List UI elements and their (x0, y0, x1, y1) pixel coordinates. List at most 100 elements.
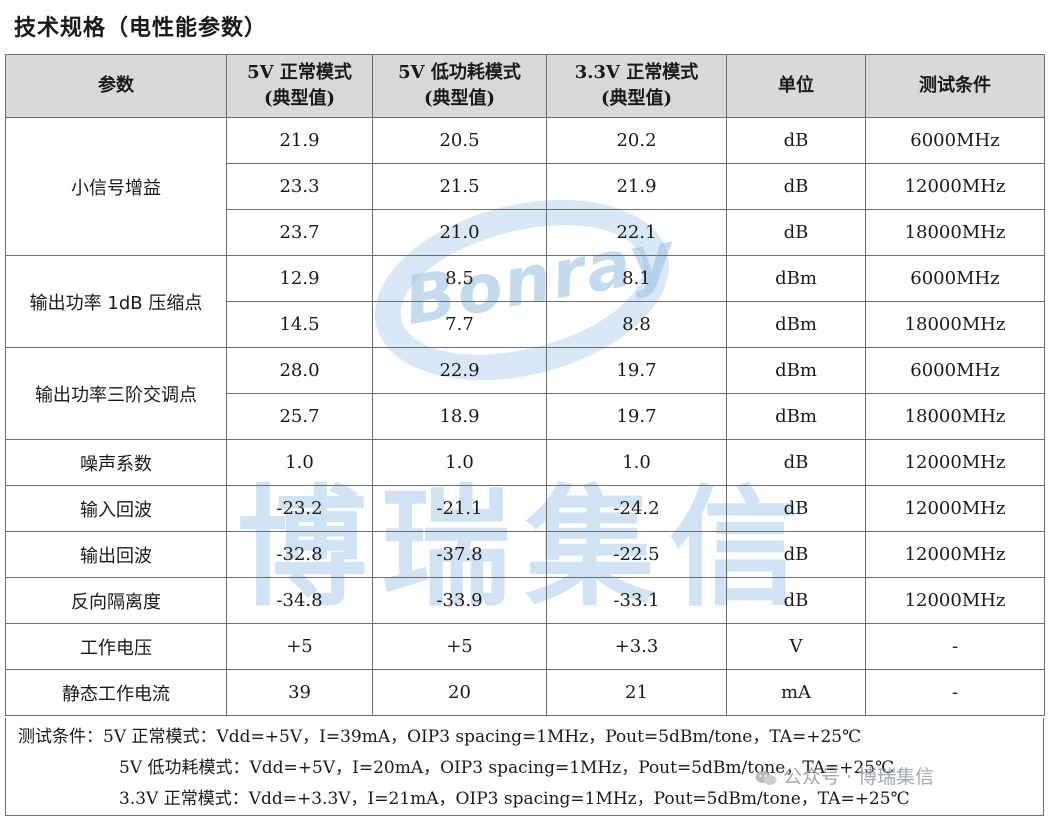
header-mode1-line2: (典型值) (263, 88, 336, 109)
header-condition: 测试条件 (865, 54, 1045, 118)
unit-cell: dBm (726, 255, 866, 302)
header-unit: 单位 (726, 54, 866, 118)
value-5v-lowpower: 21.5 (372, 163, 547, 210)
condition-cell: 6000MHz (865, 117, 1045, 164)
table-row: 工作电压 +5 +5 +3.3 V - (5, 623, 1045, 670)
note-line-3v3-normal: 3.3V 正常模式：Vdd=+3.3V，I=21mA，OIP3 spacing=… (119, 789, 910, 809)
param-name: 输出功率三阶交调点 (5, 347, 227, 440)
value-5v-normal: 28.0 (226, 347, 373, 394)
unit-cell: dB (726, 163, 866, 210)
value-5v-normal: 1.0 (226, 439, 373, 486)
condition-cell: 12000MHz (865, 531, 1045, 578)
condition-cell: 12000MHz (865, 485, 1045, 532)
table-row: 输出回波 -32.8 -37.8 -22.5 dB 12000MHz (5, 531, 1045, 578)
value-3v3-normal: 19.7 (546, 347, 727, 394)
table-row: 输出功率 1dB 压缩点 12.9 8.5 8.1 dBm 6000MHz (5, 255, 1045, 348)
value-3v3-normal: 21 (546, 669, 727, 716)
header-mode-5v-lowpower: 5V 低功耗模式 (典型值) (372, 54, 547, 118)
header-mode-5v-normal: 5V 正常模式 (典型值) (226, 54, 373, 118)
value-5v-lowpower: 1.0 (372, 439, 547, 486)
param-name: 工作电压 (5, 623, 227, 670)
value-5v-normal: 39 (226, 669, 373, 716)
condition-cell: - (865, 623, 1045, 670)
condition-cell: 18000MHz (865, 209, 1045, 256)
value-5v-normal: 23.3 (226, 163, 373, 210)
value-5v-lowpower: 8.5 (372, 255, 547, 302)
value-5v-lowpower: -37.8 (372, 531, 547, 578)
value-5v-lowpower: 18.9 (372, 393, 547, 440)
unit-cell: dB (726, 485, 866, 532)
value-5v-normal: 23.7 (226, 209, 373, 256)
param-name: 反向隔离度 (5, 577, 227, 624)
unit-cell: dB (726, 117, 866, 164)
param-name: 输入回波 (5, 485, 227, 532)
header-row: 参数 5V 正常模式 (典型值) 5V 低功耗模式 (典型值) 3.3V 正常模… (5, 54, 1045, 118)
wechat-icon (755, 770, 777, 785)
header-mode2-line1: 5V 低功耗模式 (398, 62, 521, 83)
condition-cell: 6000MHz (865, 347, 1045, 394)
table-row: 14.5 7.7 8.8 dBm 18000MHz (6, 301, 1045, 348)
condition-cell: 6000MHz (865, 255, 1045, 302)
table-row: 静态工作电流 39 20 21 mA - (5, 669, 1045, 716)
value-5v-normal: 14.5 (226, 301, 373, 348)
table-row: 23.7 21.0 22.1 dB 18000MHz (6, 209, 1045, 256)
value-3v3-normal: -33.1 (546, 577, 727, 624)
param-name: 静态工作电流 (5, 669, 227, 716)
table-row: 25.7 18.9 19.7 dBm 18000MHz (6, 393, 1045, 440)
value-3v3-normal: 21.9 (546, 163, 727, 210)
wechat-overlay-text: 公众号 · 博瑞集信 (783, 766, 935, 788)
value-5v-lowpower: +5 (372, 623, 547, 670)
unit-cell: dB (726, 439, 866, 486)
condition-cell: - (865, 669, 1045, 716)
condition-cell: 18000MHz (865, 393, 1045, 440)
header-param: 参数 (5, 54, 227, 118)
value-5v-lowpower: 7.7 (372, 301, 547, 348)
unit-cell: mA (726, 669, 866, 716)
header-mode2-line2: (典型值) (423, 88, 496, 109)
value-5v-normal: -23.2 (226, 485, 373, 532)
spec-table: 参数 5V 正常模式 (典型值) 5V 低功耗模式 (典型值) 3.3V 正常模… (5, 54, 1045, 716)
value-5v-normal: 25.7 (226, 393, 373, 440)
condition-cell: 12000MHz (865, 577, 1045, 624)
header-mode1-line1: 5V 正常模式 (247, 62, 352, 83)
test-conditions-notes: 测试条件：5V 正常模式：Vdd=+5V，I=39mA，OIP3 spacing… (5, 718, 1044, 816)
spec-table-body: 小信号增益 21.9 20.5 20.2 dB 6000MHz 23.3 21.5 21.9 dB… (5, 117, 1045, 716)
value-5v-lowpower: 20.5 (372, 117, 547, 164)
value-5v-normal: -32.8 (226, 531, 373, 578)
value-5v-lowpower: 20 (372, 669, 547, 716)
param-name: 输出功率 1dB 压缩点 (5, 255, 227, 348)
value-5v-normal: +5 (226, 623, 373, 670)
param-name: 输出回波 (5, 531, 227, 578)
value-3v3-normal: 19.7 (546, 393, 727, 440)
value-3v3-normal: -22.5 (546, 531, 727, 578)
value-3v3-normal: 1.0 (546, 439, 727, 486)
unit-cell: dB (726, 209, 866, 256)
param-name: 噪声系数 (5, 439, 227, 486)
value-5v-normal: -34.8 (226, 577, 373, 624)
header-mode3-line1: 3.3V 正常模式 (574, 62, 699, 83)
header-mode-3v3-normal: 3.3V 正常模式 (典型值) (546, 54, 727, 118)
header-mode3-line2: (典型值) (600, 88, 673, 109)
page-heading: 技术规格（电性能参数） (14, 16, 268, 41)
table-row: 小信号增益 21.9 20.5 20.2 dB 6000MHz (5, 117, 1045, 256)
table-row: 反向隔离度 -34.8 -33.9 -33.1 dB 12000MHz (5, 577, 1045, 624)
param-name: 小信号增益 (5, 117, 227, 256)
note-line-5v-normal: 测试条件：5V 正常模式：Vdd=+5V，I=39mA，OIP3 spacing… (18, 727, 862, 747)
condition-cell: 12000MHz (865, 163, 1045, 210)
unit-cell: dBm (726, 301, 866, 348)
unit-cell: dB (726, 531, 866, 578)
value-5v-normal: 12.9 (226, 255, 373, 302)
note-line-5v-lowpower: 5V 低功耗模式：Vdd=+5V，I=20mA，OIP3 spacing=1MH… (119, 758, 895, 778)
value-3v3-normal: +3.3 (546, 623, 727, 670)
value-5v-lowpower: 21.0 (372, 209, 547, 256)
condition-cell: 12000MHz (865, 439, 1045, 486)
value-5v-lowpower: -21.1 (372, 485, 547, 532)
unit-cell: V (726, 623, 866, 670)
wechat-overlay: 公众号 · 博瑞集信 (755, 762, 934, 789)
value-3v3-normal: 8.8 (546, 301, 727, 348)
table-row: 23.3 21.5 21.9 dB 12000MHz (6, 163, 1045, 210)
table-row: 噪声系数 1.0 1.0 1.0 dB 12000MHz (5, 439, 1045, 486)
condition-cell: 18000MHz (865, 301, 1045, 348)
value-3v3-normal: 20.2 (546, 117, 727, 164)
table-row: 输出功率三阶交调点 28.0 22.9 19.7 dBm 6000MHz (5, 347, 1045, 440)
